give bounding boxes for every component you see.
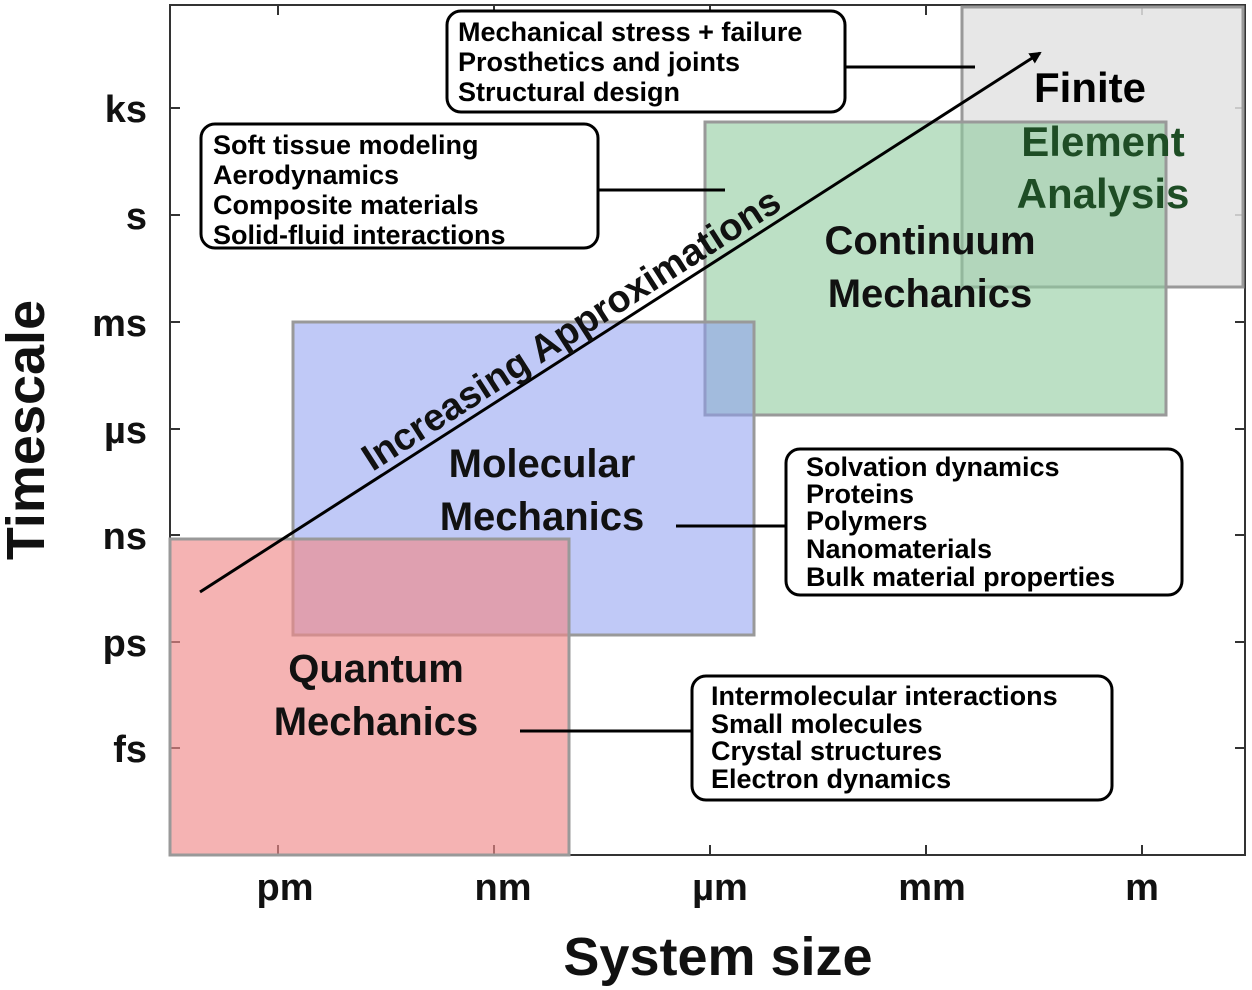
fea-apps-box: Mechanical stress + failure Prosthetics … — [445, 9, 847, 114]
fea-app-item: Mechanical stress + failure — [458, 17, 802, 47]
x-tick-label: m — [1125, 867, 1159, 909]
molecular-label-line1: Molecular — [449, 442, 636, 486]
molecular-app-item: Polymers — [806, 506, 928, 536]
molecular-apps-box: Solvation dynamics Proteins Polymers Nan… — [784, 447, 1184, 597]
continuum-region — [703, 120, 1168, 417]
y-axis-title: Timescale — [0, 300, 56, 560]
continuum-app-item: Solid-fluid interactions — [213, 220, 506, 250]
y-tick-label: ms — [92, 303, 147, 345]
x-tick-label: nm — [475, 867, 532, 909]
fea-label-line2: Element — [1021, 118, 1184, 165]
quantum-app-item: Crystal structures — [711, 736, 942, 766]
quantum-region — [168, 537, 571, 857]
y-tick-label: s — [126, 196, 147, 238]
x-tick-label: µm — [692, 867, 748, 909]
quantum-label-line2: Mechanics — [274, 700, 479, 744]
fea-label-line1: Finite — [1034, 64, 1146, 111]
molecular-app-item: Proteins — [806, 479, 914, 509]
x-tick-label: mm — [898, 867, 966, 909]
x-axis-title: System size — [563, 927, 872, 987]
fea-label-line3: Analysis — [1017, 170, 1190, 217]
y-tick-label: ks — [105, 89, 147, 131]
molecular-app-item: Solvation dynamics — [806, 452, 1060, 482]
quantum-apps-box: Intermolecular interactions Small molecu… — [690, 674, 1114, 802]
y-tick-label: ns — [103, 516, 147, 558]
continuum-app-item: Aerodynamics — [213, 160, 399, 190]
molecular-app-item: Bulk material properties — [806, 562, 1115, 592]
quantum-app-item: Intermolecular interactions — [711, 681, 1058, 711]
approximation-arrow — [199, 51, 1042, 594]
quantum-app-item: Electron dynamics — [711, 764, 951, 794]
molecular-app-item: Nanomaterials — [806, 534, 992, 564]
quantum-label-line1: Quantum — [288, 647, 464, 691]
continuum-app-item: Composite materials — [213, 190, 479, 220]
y-tick-label: µs — [104, 410, 147, 452]
molecular-label-line2: Mechanics — [440, 495, 645, 539]
continuum-apps-box: Soft tissue modeling Aerodynamics Compos… — [199, 122, 600, 250]
fea-app-item: Structural design — [458, 77, 680, 107]
y-tick-label: fs — [113, 729, 147, 771]
quantum-app-item: Small molecules — [711, 709, 923, 739]
x-tick-label: pm — [257, 867, 314, 909]
fea-app-item: Prosthetics and joints — [458, 47, 740, 77]
y-tick-label: ps — [103, 623, 147, 665]
continuum-label-line1: Continuum — [824, 219, 1035, 263]
continuum-app-item: Soft tissue modeling — [213, 130, 479, 160]
continuum-label-line2: Mechanics — [828, 272, 1033, 316]
